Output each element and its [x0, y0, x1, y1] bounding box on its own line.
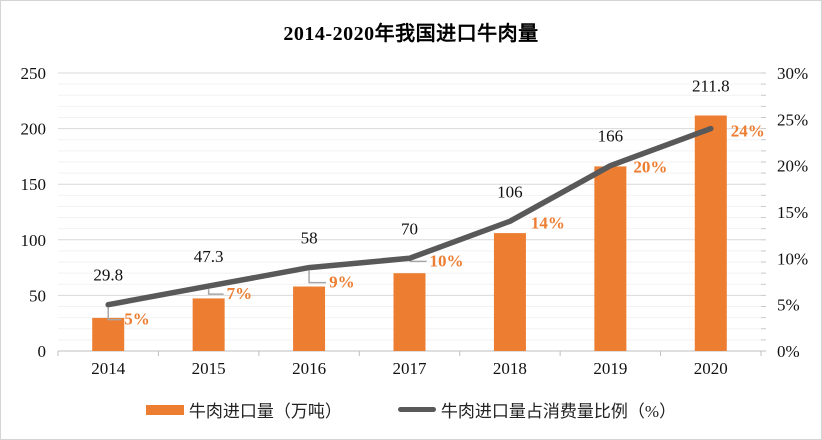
svg-text:25%: 25%: [777, 110, 808, 129]
chart-legend: 牛肉进口量（万吨） 牛肉进口量占消费量比例（%）: [1, 397, 821, 422]
svg-text:2020: 2020: [694, 359, 728, 378]
svg-text:0: 0: [38, 342, 47, 361]
bar-series: [92, 115, 727, 351]
svg-text:14%: 14%: [531, 213, 565, 232]
svg-text:47.3: 47.3: [194, 247, 224, 266]
chart-plot: 0 50 100 150 200 250 0% 5% 10% 15% 20% 25% 30% 2014 20…: [21, 64, 809, 378]
svg-text:15%: 15%: [777, 203, 808, 222]
chart-title: 2014-2020年我国进口牛肉量: [283, 23, 539, 45]
svg-text:200: 200: [21, 120, 47, 139]
svg-text:2017: 2017: [393, 359, 428, 378]
svg-text:10%: 10%: [430, 251, 464, 270]
svg-text:70: 70: [401, 219, 418, 238]
svg-text:20%: 20%: [777, 157, 808, 176]
svg-text:2015: 2015: [192, 359, 226, 378]
legend-label-imports: 牛肉进口量（万吨）: [188, 402, 342, 421]
svg-text:250: 250: [21, 64, 47, 83]
bar-series-swatch-icon: [145, 404, 184, 415]
legend-item-ratio: 牛肉进口量占消费量比例（%）: [397, 397, 677, 422]
svg-text:20%: 20%: [633, 158, 667, 177]
legend-label-ratio: 牛肉进口量占消费量比例（%）: [440, 402, 677, 421]
svg-text:2018: 2018: [493, 359, 527, 378]
svg-text:211.8: 211.8: [692, 77, 730, 96]
svg-text:10%: 10%: [777, 249, 808, 268]
legend-item-imports: 牛肉进口量（万吨）: [145, 397, 342, 422]
svg-text:24%: 24%: [731, 122, 765, 141]
svg-text:2014: 2014: [91, 359, 126, 378]
svg-text:7%: 7%: [227, 284, 253, 303]
svg-text:9%: 9%: [329, 273, 355, 292]
svg-text:30%: 30%: [777, 64, 808, 83]
line-series-swatch-icon: [397, 407, 436, 412]
svg-text:150: 150: [21, 175, 47, 194]
svg-text:100: 100: [21, 231, 47, 250]
svg-text:106: 106: [497, 182, 523, 201]
svg-text:50: 50: [29, 286, 46, 305]
line-series: [105, 125, 714, 308]
svg-text:0%: 0%: [777, 342, 800, 361]
svg-text:166: 166: [598, 127, 624, 146]
svg-text:5%: 5%: [777, 296, 800, 315]
svg-text:29.8: 29.8: [93, 266, 123, 285]
svg-text:2016: 2016: [292, 359, 326, 378]
svg-text:5%: 5%: [124, 310, 150, 329]
svg-text:2019: 2019: [593, 359, 627, 378]
svg-text:58: 58: [301, 229, 318, 248]
